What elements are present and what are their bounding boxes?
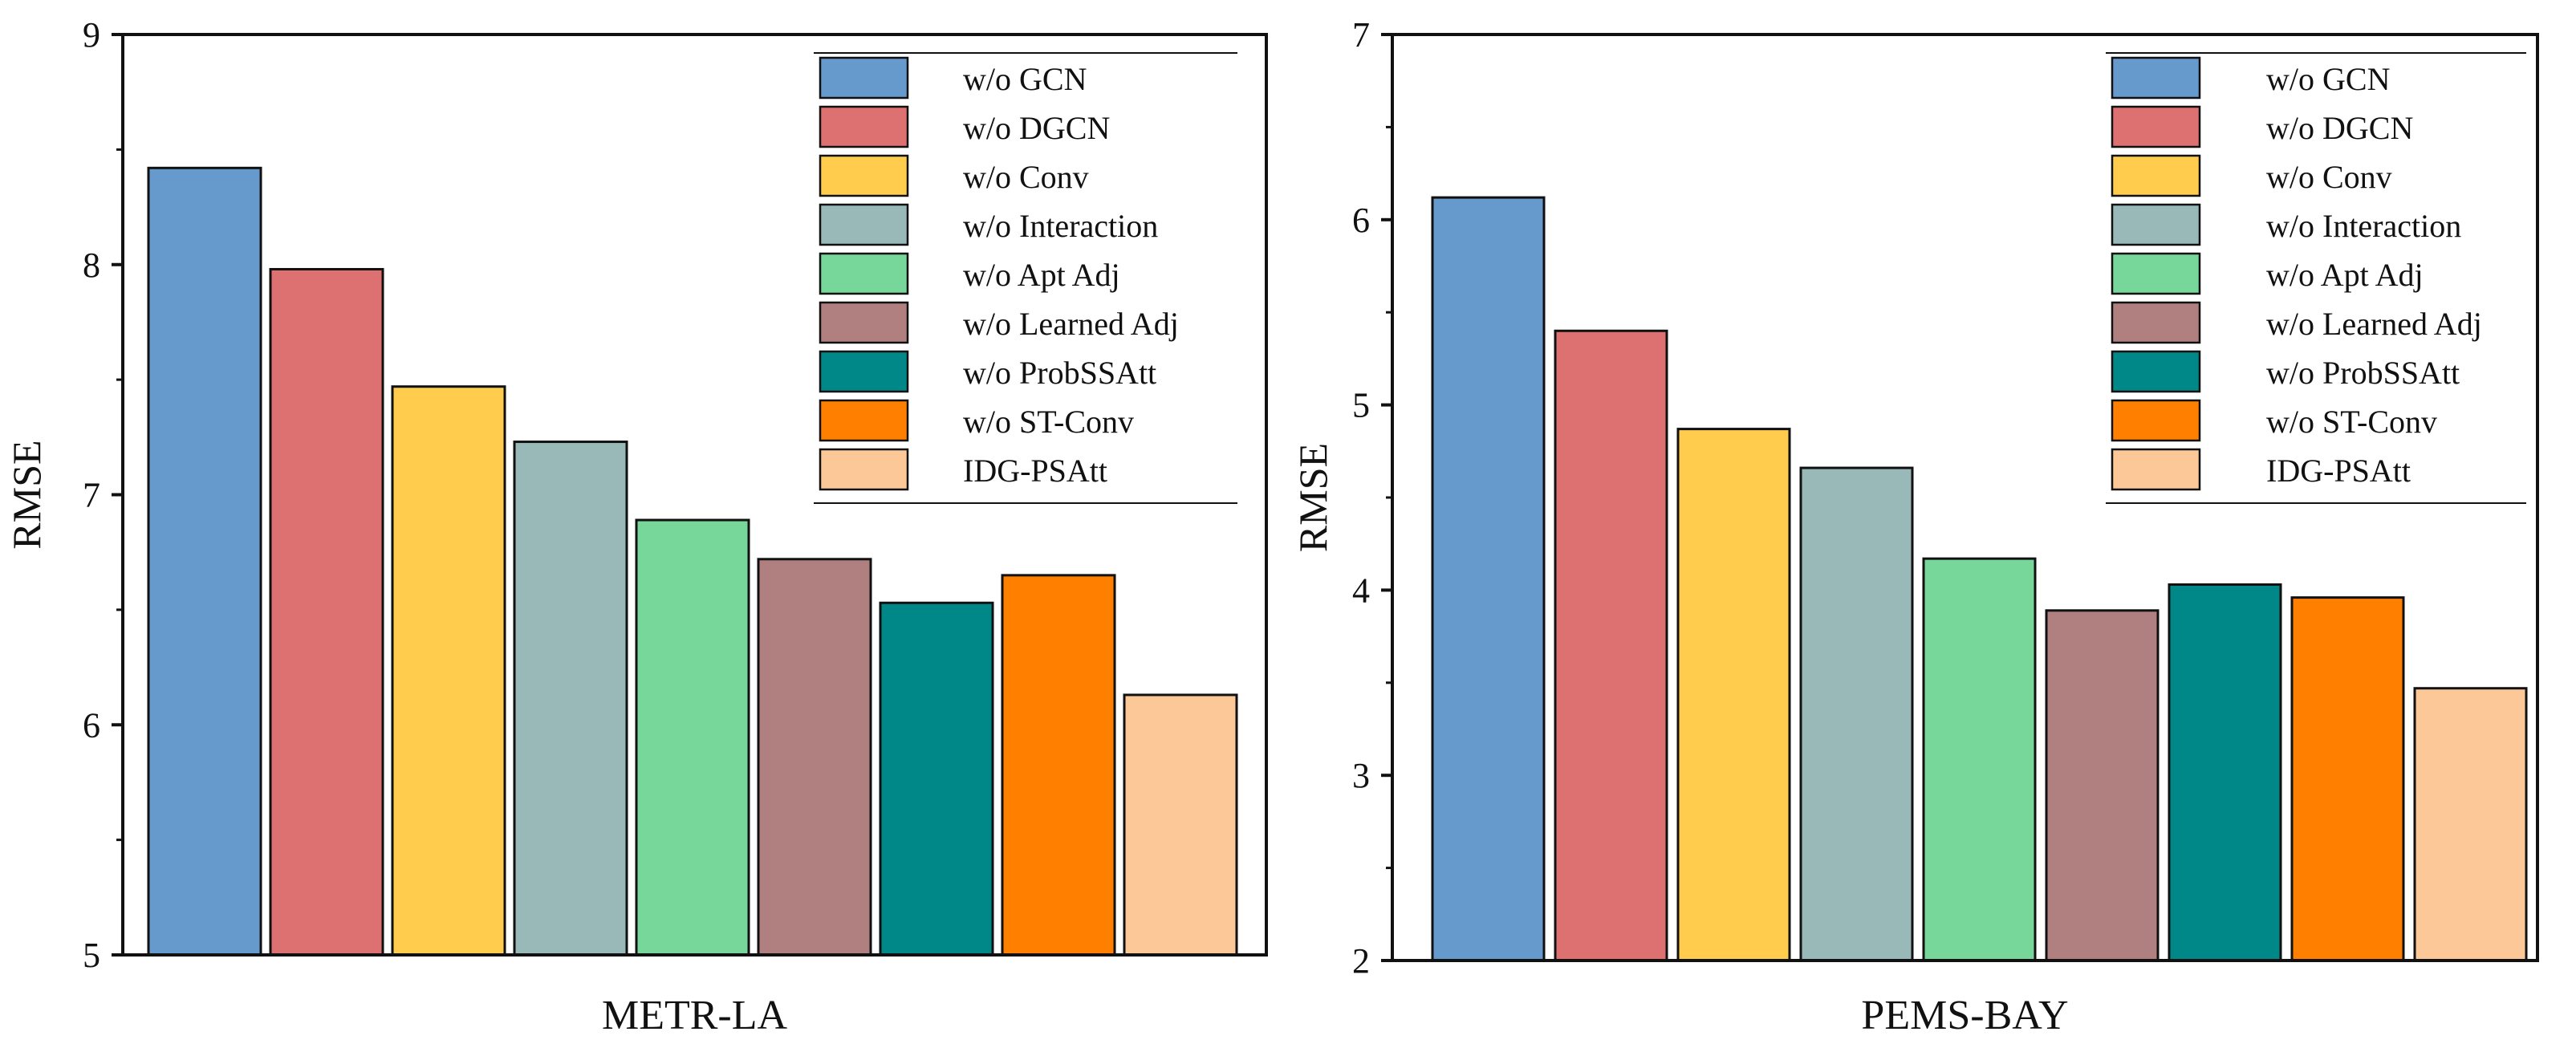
y-axis-label: RMSE: [1290, 443, 1335, 552]
bar-2: w/o DGCN: 5.4: [1554, 329, 1668, 962]
y-axis-label: RMSE: [4, 440, 49, 549]
legend-label: IDG-PSAtt: [2266, 453, 2411, 489]
bar-7: w/o ProbSSAtt: 6.53: [879, 601, 994, 957]
legend-label: w/o ProbSSAtt: [2266, 355, 2460, 391]
legend-swatch: [819, 350, 909, 393]
legend-label: w/o DGCN: [2266, 110, 2413, 146]
legend-label: w/o Learned Adj: [963, 306, 1179, 342]
chart-panel-2: w/o GCN: 6.12w/o DGCN: 5.4w/o Conv: 4.87…: [1290, 15, 2539, 1038]
bar-5: w/o Apt Adj: 4.17: [1922, 557, 2037, 962]
y-tick-label: 5: [1352, 386, 1370, 425]
legend-label: w/o Apt Adj: [963, 257, 1120, 293]
legend-label: w/o DGCN: [963, 110, 1110, 146]
legend-label: w/o Interaction: [2266, 208, 2461, 244]
legend-swatch: [819, 301, 909, 344]
legend-swatch: [2111, 399, 2201, 442]
bar-9: IDG-PSAtt: 3.47: [2413, 687, 2528, 962]
legend-swatch: [2111, 105, 2201, 148]
y-tick-label: 7: [83, 476, 100, 515]
legend-swatch: [819, 252, 909, 295]
legend-label: w/o ProbSSAtt: [963, 355, 1156, 391]
bar-8: w/o ST-Conv: 6.65: [1001, 574, 1116, 957]
legend-swatch: [819, 448, 909, 491]
y-tick-label: 4: [1352, 571, 1370, 610]
y-tick-label: 3: [1352, 756, 1370, 795]
legend-label: w/o GCN: [963, 61, 1087, 97]
bar-3: w/o Conv: 7.47: [391, 385, 506, 957]
chart-panel-1: w/o GCN: 8.42w/o DGCN: 7.98w/o Conv: 7.4…: [4, 15, 1268, 1038]
bar-4: w/o Interaction: 7.23: [513, 441, 628, 957]
bar-7: w/o ProbSSAtt: 4.03: [2168, 583, 2282, 962]
legend-swatch: [2111, 301, 2201, 344]
legend-label: w/o Learned Adj: [2266, 306, 2482, 342]
legend-label: w/o Apt Adj: [2266, 257, 2424, 293]
legend-swatch: [819, 203, 909, 246]
bar-2: w/o DGCN: 7.98: [269, 267, 384, 957]
x-axis-label: METR-LA: [602, 993, 788, 1038]
y-tick-label: 6: [1352, 201, 1370, 240]
legend-swatch: [819, 154, 909, 197]
bar-4: w/o Interaction: 4.66: [1799, 466, 1914, 962]
bar-1: w/o GCN: 6.12: [1431, 196, 1546, 962]
bar-1: w/o GCN: 8.42: [147, 166, 262, 957]
legend-swatch: [819, 105, 909, 148]
bar-6: w/o Learned Adj: 3.89: [2045, 609, 2160, 962]
y-tick-label: 9: [83, 15, 100, 55]
y-tick-label: 2: [1352, 941, 1370, 981]
y-tick-label: 8: [83, 246, 100, 285]
bar-8: w/o ST-Conv: 3.96: [2290, 596, 2405, 962]
legend-label: IDG-PSAtt: [963, 453, 1107, 489]
legend-label: w/o Conv: [963, 159, 1089, 195]
legend: w/o GCN w/o DGCN w/o Conv w/o Interaction w/…: [814, 52, 1237, 504]
legend-swatch: [2111, 203, 2201, 246]
legend-label: w/o ST-Conv: [2266, 404, 2437, 440]
y-tick-label: 6: [83, 705, 100, 745]
bar-9: IDG-PSAtt: 6.13: [1123, 693, 1238, 957]
legend-swatch: [2111, 56, 2201, 100]
y-tick-label: 5: [83, 936, 100, 975]
legend-label: w/o ST-Conv: [963, 404, 1134, 440]
legend-swatch: [2111, 252, 2201, 295]
legend-swatch: [819, 399, 909, 442]
bar-6: w/o Learned Adj: 6.72: [757, 558, 872, 957]
bar-5: w/o Apt Adj: 6.89: [635, 518, 750, 957]
legend-label: w/o GCN: [2266, 61, 2390, 97]
legend-swatch: [819, 56, 909, 100]
legend-swatch: [2111, 350, 2201, 393]
x-axis-label: PEMS-BAY: [1861, 993, 2068, 1038]
legend: w/o GCN w/o DGCN w/o Conv w/o Interaction w/…: [2106, 52, 2526, 504]
legend-swatch: [2111, 154, 2201, 197]
y-tick-label: 7: [1352, 15, 1370, 55]
legend-swatch: [2111, 448, 2201, 491]
legend-label: w/o Conv: [2266, 159, 2392, 195]
bar-3: w/o Conv: 4.87: [1676, 428, 1791, 962]
legend-label: w/o Interaction: [963, 208, 1158, 244]
